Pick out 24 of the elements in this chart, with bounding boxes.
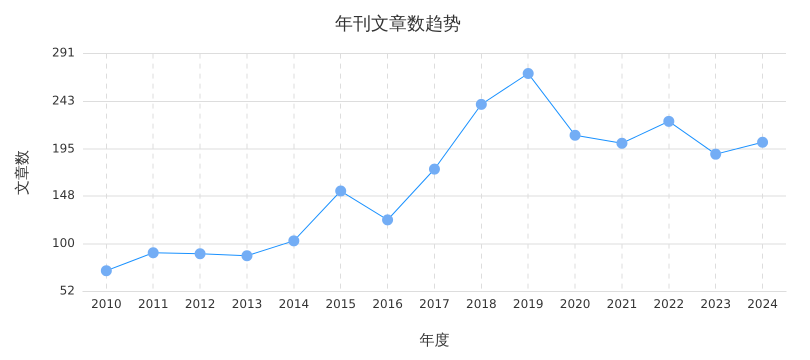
y-tick-label: 243	[52, 94, 75, 108]
y-axis-title: 文章数	[12, 150, 31, 196]
chart-title: 年刊文章数趋势	[335, 13, 461, 34]
y-tick-label: 148	[52, 188, 75, 202]
y-tick-label: 100	[52, 236, 75, 250]
x-tick-label: 2020	[560, 296, 590, 311]
x-tick-label: 2024	[747, 296, 778, 311]
x-tick-label: 2017	[419, 296, 450, 311]
y-tick-label: 52	[60, 284, 75, 298]
x-tick-label: 2014	[278, 296, 310, 311]
x-tick-label: 2010	[91, 296, 122, 311]
x-tick-label: 2018	[466, 296, 497, 311]
y-tick-label: 291	[52, 46, 75, 60]
x-tick-label: 2015	[325, 296, 356, 311]
x-tick-label: 2019	[512, 296, 544, 311]
x-tick-label: 2012	[184, 296, 216, 311]
x-tick-label: 2022	[654, 296, 684, 311]
y-tick-label: 195	[52, 141, 75, 156]
x-axis-title: 年度	[419, 330, 450, 349]
x-tick-label: 2011	[138, 296, 168, 311]
x-tick-label: 2021	[606, 296, 638, 311]
x-tick-label: 2016	[372, 296, 403, 311]
x-tick-label: 2013	[232, 296, 262, 311]
x-tick-label: 2023	[700, 296, 731, 311]
